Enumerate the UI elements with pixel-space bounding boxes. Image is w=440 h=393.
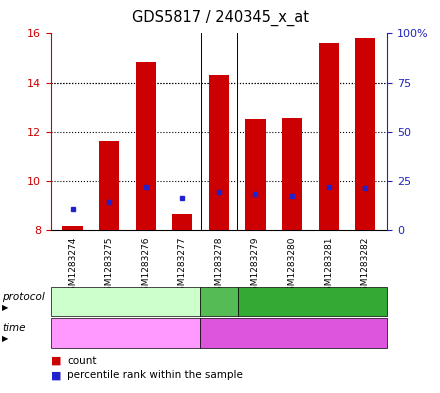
Bar: [172, 214, 192, 230]
Text: ▶: ▶: [2, 303, 9, 312]
Text: time: time: [2, 323, 26, 333]
Text: IL-17A: IL-17A: [204, 297, 234, 307]
Text: untreated: untreated: [101, 297, 150, 307]
Bar: [62, 226, 83, 230]
Text: ▶: ▶: [2, 334, 9, 343]
Text: GDS5817 / 240345_x_at: GDS5817 / 240345_x_at: [132, 10, 308, 26]
Text: ■: ■: [51, 356, 61, 366]
Bar: [355, 38, 375, 230]
Bar: [282, 118, 302, 230]
Bar: [136, 62, 156, 230]
Text: ■: ■: [51, 370, 61, 380]
Text: 0 days: 0 days: [109, 328, 142, 338]
Text: 12 days: 12 days: [275, 328, 313, 338]
Bar: [99, 141, 119, 230]
Bar: [209, 75, 229, 230]
Text: protocol: protocol: [2, 292, 45, 302]
Text: count: count: [67, 356, 97, 366]
Bar: [319, 43, 339, 230]
Text: IL-17A + IFN-g: IL-17A + IFN-g: [277, 297, 348, 307]
Bar: [246, 119, 266, 230]
Text: percentile rank within the sample: percentile rank within the sample: [67, 370, 243, 380]
